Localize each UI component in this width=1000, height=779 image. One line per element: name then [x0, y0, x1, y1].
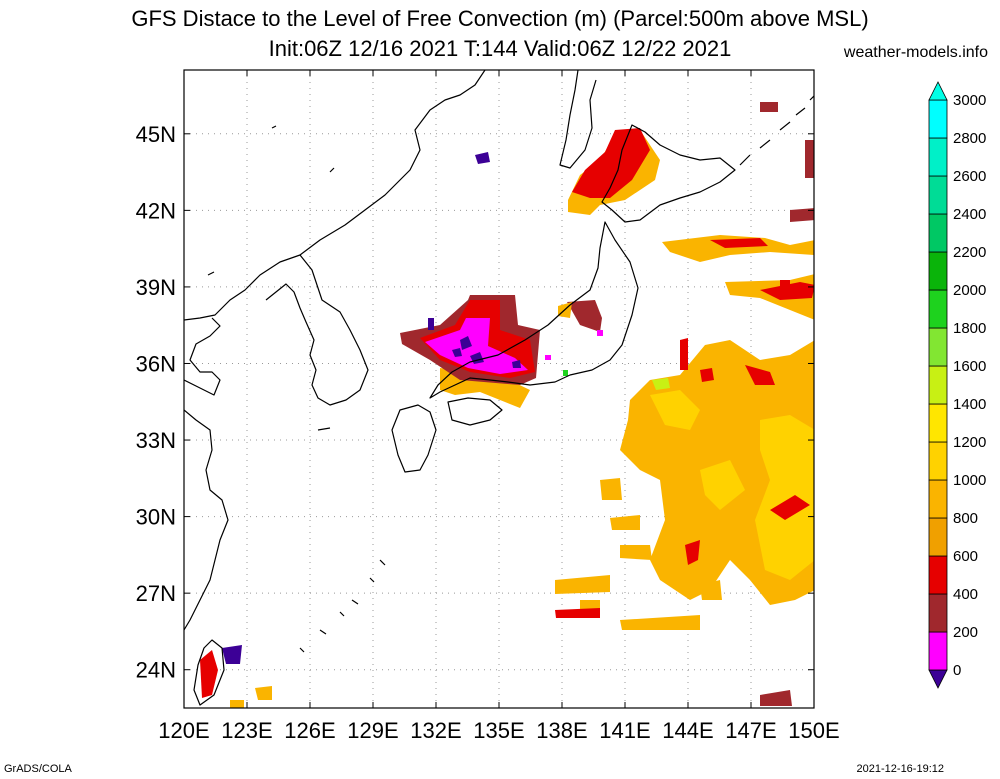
lon-tick-label: 144E: [662, 718, 713, 743]
colorbar-label: 1000: [953, 472, 986, 489]
lat-tick-label: 30N: [136, 505, 176, 530]
site-credit: weather-models.info: [843, 44, 988, 61]
shade-hokkaido-red: [572, 128, 650, 198]
page-subtitle: Init:06Z 12/16 2021 T:144 Valid:06Z 12/2…: [268, 36, 732, 61]
lon-tick-label: 126E: [284, 718, 335, 743]
shade-pacific-40n-orange: [662, 235, 814, 262]
coast-honshu: [429, 221, 639, 399]
coast-small-islands: [207, 125, 335, 431]
lat-tick-label: 39N: [136, 275, 176, 300]
lon-tick-label: 129E: [347, 718, 398, 743]
shade-kuril-brown: [760, 102, 814, 222]
coastlines: [184, 70, 814, 706]
convection-shading: [200, 102, 814, 708]
shade-isolated-dots-2: [545, 330, 603, 360]
colorbar-label: 2600: [953, 168, 986, 185]
coast-sakhalin: [559, 70, 597, 169]
coast-bohai: [184, 317, 221, 396]
lat-tick-label: 27N: [136, 581, 176, 606]
shade-sea-of-japan-magenta: [425, 318, 528, 374]
shade-pacific-40n-red: [710, 238, 768, 248]
colorbar-label: 2800: [953, 130, 986, 147]
shade-tohoku-brown: [567, 300, 602, 332]
colorbar-segment: [928, 175, 948, 215]
lon-tick-label: 141E: [599, 718, 650, 743]
footer-timestamp: 2021-12-16-19:12: [856, 763, 944, 775]
colorbar-segment: [928, 289, 948, 329]
lat-tick-label: 36N: [136, 351, 176, 376]
colorbar: 0 200 400 600 800 1000 1200 1400 1600 1800 2000 220…: [928, 81, 986, 689]
lon-tick-label: 150E: [788, 718, 839, 743]
colorbar-label: 1200: [953, 434, 986, 451]
coast-hokkaido: [601, 124, 736, 223]
colorbar-segment: [928, 251, 948, 291]
shade-pacific-main-yellow: [650, 390, 814, 580]
lat-tick-label: 33N: [136, 428, 176, 453]
coast-mainland: [184, 70, 486, 321]
colorbar-segment: [928, 441, 948, 481]
colorbar-label: 600: [953, 548, 978, 565]
coast-kurils: [739, 95, 814, 166]
colorbar-segment: [928, 327, 948, 367]
footer-credit: GrADS/COLA: [4, 763, 72, 775]
colorbar-label: 0: [953, 662, 961, 679]
lat-tick-label: 42N: [136, 198, 176, 223]
coast-shikoku: [447, 397, 503, 426]
shade-southeast-brown: [760, 690, 792, 706]
lat-tick-label: 24N: [136, 658, 176, 683]
shade-isolated-dots-3: [563, 370, 568, 376]
coast-china-east: [184, 409, 229, 631]
colorbar-label: 2400: [953, 206, 986, 223]
page-title: GFS Distace to the Level of Free Convect…: [131, 6, 869, 31]
colorbar-label: 2200: [953, 244, 986, 261]
lon-tick-label: 138E: [536, 718, 587, 743]
colorbar-segment: [928, 213, 948, 253]
lat-tick-label: 45N: [136, 122, 176, 147]
colorbar-segment: [928, 593, 948, 633]
colorbar-segment: [928, 669, 948, 689]
colorbar-segment: [928, 517, 948, 557]
colorbar-segment: [928, 137, 948, 177]
shade-taiwan-scatter: [230, 686, 272, 708]
coast-ryukyu: [299, 559, 386, 653]
shade-taiwan-red: [200, 650, 218, 698]
lon-tick-label: 135E: [473, 718, 524, 743]
coast-kyushu: [391, 404, 437, 473]
lon-tick-label: 132E: [410, 718, 461, 743]
colorbar-segment: [928, 403, 948, 443]
colorbar-label: 1600: [953, 358, 986, 375]
colorbar-label: 2000: [953, 282, 986, 299]
colorbar-label: 400: [953, 586, 978, 603]
shade-sea-of-japan-purple: [452, 336, 521, 368]
colorbar-segment: [928, 555, 948, 595]
map-axes: 120E 123E 126E 129E 132E 135E 138E 141E 144E 147E…: [136, 70, 840, 743]
shade-taiwan-purple: [222, 645, 242, 664]
lon-tick-label: 120E: [158, 718, 209, 743]
shade-south-scatter-orange: [555, 478, 722, 630]
lon-tick-label: 147E: [725, 718, 776, 743]
colorbar-segment: [928, 365, 948, 405]
coast-taiwan: [193, 639, 225, 706]
colorbar-label: 3000: [953, 92, 986, 109]
colorbar-label: 1400: [953, 396, 986, 413]
shade-pacific-39n-red: [760, 282, 814, 300]
colorbar-segment: [928, 99, 948, 139]
colorbar-segment: [928, 479, 948, 519]
colorbar-label: 1800: [953, 320, 986, 337]
colorbar-segment: [928, 631, 948, 671]
colorbar-segment: [928, 81, 948, 101]
colorbar-label: 800: [953, 510, 978, 527]
colorbar-label: 200: [953, 624, 978, 641]
lon-tick-label: 123E: [221, 718, 272, 743]
shade-pacific-green: [652, 378, 670, 390]
coast-korea: [265, 254, 369, 406]
